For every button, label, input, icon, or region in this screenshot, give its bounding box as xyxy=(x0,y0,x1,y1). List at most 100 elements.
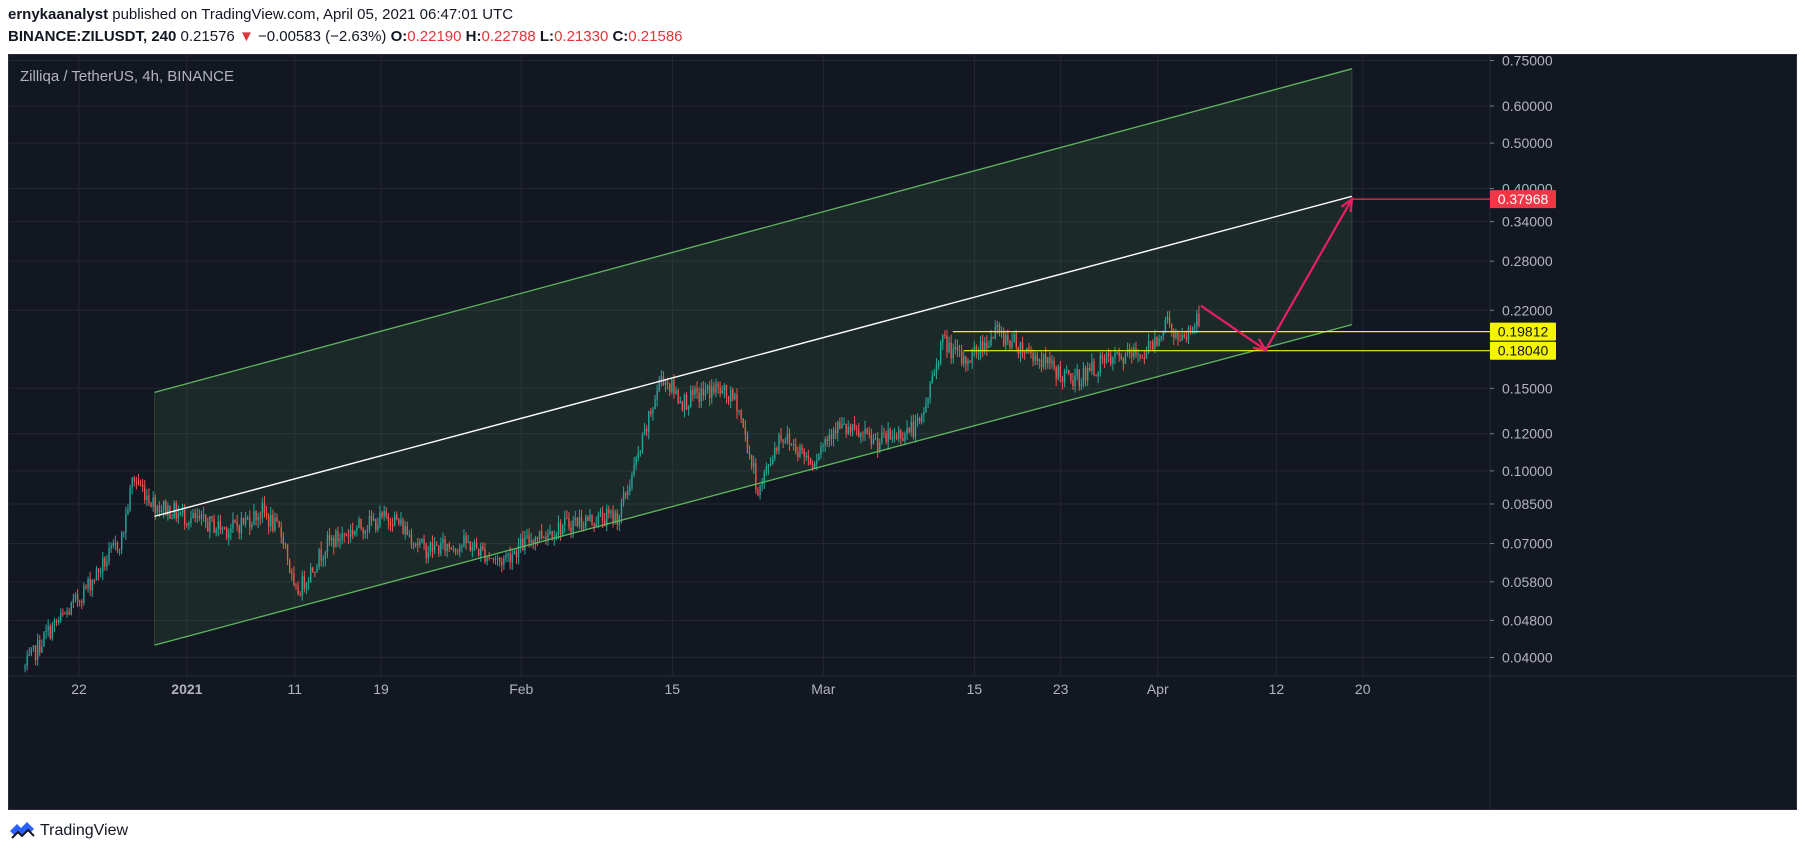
candle-body xyxy=(704,390,707,396)
candle-body xyxy=(595,524,597,526)
candle-body xyxy=(139,484,142,486)
candle-body xyxy=(624,493,627,496)
candle-body xyxy=(721,390,723,394)
candle-body xyxy=(570,527,572,532)
candle-body xyxy=(862,432,864,435)
candle-body xyxy=(834,429,837,433)
candle-body xyxy=(95,568,98,581)
candle-body xyxy=(1114,353,1116,358)
candle-body xyxy=(744,427,747,435)
candle-body xyxy=(1082,367,1085,385)
candle-body xyxy=(538,531,541,540)
candle-body xyxy=(480,546,482,556)
candle-body xyxy=(72,598,75,603)
candle-body xyxy=(1107,353,1110,356)
candle-body xyxy=(1181,334,1183,341)
tradingview-logo-icon[interactable] xyxy=(8,822,36,840)
candle-body xyxy=(845,423,847,434)
candle-body xyxy=(652,409,654,414)
candle-body xyxy=(629,486,631,491)
candle-body xyxy=(70,602,72,615)
candle-body xyxy=(954,346,957,350)
candle-body xyxy=(897,430,900,439)
candle-body xyxy=(146,495,148,501)
candle-body xyxy=(440,542,442,554)
candle-body xyxy=(1175,332,1177,338)
candle-body xyxy=(505,555,507,559)
candle-body xyxy=(183,509,186,524)
candle-body xyxy=(246,517,249,519)
candle-body xyxy=(217,521,219,529)
candle-body xyxy=(26,655,28,667)
candle-body xyxy=(1198,313,1200,326)
candle-body xyxy=(864,428,866,435)
candle-body xyxy=(123,532,125,534)
candle-body xyxy=(780,434,782,440)
candle-body xyxy=(1055,367,1057,379)
candle-body xyxy=(582,526,585,528)
arrow-head-down-icon xyxy=(1252,338,1268,352)
candle-body xyxy=(1089,367,1091,371)
candle-body xyxy=(228,532,230,538)
price-tick-label: 0.22000 xyxy=(1502,302,1553,318)
candle-body xyxy=(906,428,908,434)
symbol-label: BINANCE:ZILUSDT, 240 xyxy=(8,28,177,45)
candle-body xyxy=(362,528,364,534)
candle-body xyxy=(162,501,165,511)
candle-body xyxy=(580,516,583,528)
candle-body xyxy=(120,532,123,550)
candle-body xyxy=(486,557,488,562)
candle-body xyxy=(1030,351,1032,353)
footer-brand[interactable]: TradingView xyxy=(40,822,129,839)
candle-body xyxy=(658,379,660,391)
candle-body xyxy=(469,541,471,551)
candle-body xyxy=(1122,358,1125,364)
candle-body xyxy=(211,516,213,519)
candle-body xyxy=(421,539,423,542)
candle-body xyxy=(1143,357,1146,360)
candle-body xyxy=(198,516,201,519)
candle-body xyxy=(855,428,858,430)
candle-body xyxy=(948,342,950,352)
candle-body xyxy=(805,455,807,457)
candle-body xyxy=(1070,373,1072,381)
candle-body xyxy=(74,594,77,599)
candle-body xyxy=(1137,354,1139,356)
candle-body xyxy=(463,535,465,546)
candle-body xyxy=(551,531,553,539)
candle-body xyxy=(276,517,278,522)
candle-body xyxy=(969,360,971,363)
candle-body xyxy=(477,548,480,556)
candle-body xyxy=(618,515,621,525)
candle-body xyxy=(316,567,318,573)
time-tick-label: 11 xyxy=(287,681,302,697)
author-name[interactable]: ernykaanalyst xyxy=(8,6,109,23)
candle-body xyxy=(828,434,831,442)
candle-body xyxy=(343,533,345,536)
candle-body xyxy=(1072,380,1074,387)
candle-body xyxy=(322,558,324,561)
candle-body xyxy=(1179,339,1181,341)
candle-body xyxy=(1196,313,1198,327)
candle-body xyxy=(207,522,209,532)
candle-body xyxy=(847,426,849,434)
candle-body xyxy=(698,392,700,402)
candle-body xyxy=(816,460,818,464)
candle-body xyxy=(555,534,558,538)
candle-body xyxy=(328,534,331,541)
candle-body xyxy=(1019,342,1022,355)
candle-body xyxy=(601,512,604,521)
candle-body xyxy=(811,464,814,469)
candle-body xyxy=(530,540,532,543)
candle-body xyxy=(501,561,503,565)
candle-body xyxy=(446,543,448,552)
price-tick-label: 0.50000 xyxy=(1502,135,1553,151)
candle-body xyxy=(683,394,686,411)
candle-body xyxy=(973,346,975,352)
candle-body xyxy=(960,350,963,364)
candle-body xyxy=(868,432,870,435)
candle-body xyxy=(1074,376,1076,387)
candle-body xyxy=(494,558,497,560)
candle-body xyxy=(108,548,110,562)
